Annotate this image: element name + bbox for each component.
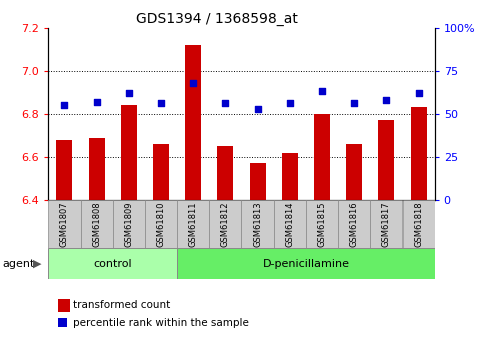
Text: GSM61816: GSM61816 [350, 201, 359, 247]
Bar [250, 164, 266, 200]
Text: ▶: ▶ [33, 259, 42, 269]
Bar [121, 105, 137, 200]
Bar [314, 114, 330, 200]
Text: D-penicillamine: D-penicillamine [262, 259, 349, 269]
Text: GSM61812: GSM61812 [221, 201, 230, 247]
Point [415, 90, 423, 96]
Text: GSM61807: GSM61807 [60, 201, 69, 247]
Bar [153, 144, 169, 200]
Bar [282, 152, 298, 200]
Text: GSM61815: GSM61815 [317, 201, 327, 247]
Bar [306, 200, 338, 248]
Bar [48, 200, 81, 248]
Text: GSM61817: GSM61817 [382, 201, 391, 247]
Bar [177, 248, 435, 279]
Bar [209, 200, 242, 248]
Text: percentile rank within the sample: percentile rank within the sample [73, 318, 249, 327]
Bar [48, 248, 177, 279]
Bar [145, 200, 177, 248]
Text: GSM61813: GSM61813 [253, 201, 262, 247]
Point [125, 90, 133, 96]
Bar [113, 200, 145, 248]
Text: GSM61818: GSM61818 [414, 201, 423, 247]
Text: GSM61808: GSM61808 [92, 201, 101, 247]
Text: GSM61809: GSM61809 [124, 201, 133, 247]
Point [222, 101, 229, 106]
Bar [242, 200, 274, 248]
Point [383, 97, 390, 103]
Bar [402, 200, 435, 248]
Point [350, 101, 358, 106]
Bar [185, 45, 201, 200]
Point [254, 106, 261, 111]
Bar [81, 200, 113, 248]
Bar [217, 146, 233, 200]
Text: agent: agent [2, 259, 35, 269]
Bar [338, 200, 370, 248]
Point [60, 102, 68, 108]
Point [93, 99, 100, 105]
Point [157, 101, 165, 106]
Bar [411, 107, 426, 200]
Text: GSM61811: GSM61811 [189, 201, 198, 247]
Text: GSM61810: GSM61810 [156, 201, 166, 247]
Text: transformed count: transformed count [73, 300, 170, 310]
Text: control: control [93, 259, 132, 269]
Bar [88, 138, 105, 200]
Point [318, 89, 326, 94]
Bar [370, 200, 402, 248]
Bar [274, 200, 306, 248]
Point [189, 80, 197, 86]
Text: GDS1394 / 1368598_at: GDS1394 / 1368598_at [136, 12, 298, 26]
Bar [57, 140, 72, 200]
Point [286, 101, 294, 106]
Bar [378, 120, 395, 200]
Bar [346, 144, 362, 200]
Bar [177, 200, 209, 248]
Text: GSM61814: GSM61814 [285, 201, 294, 247]
